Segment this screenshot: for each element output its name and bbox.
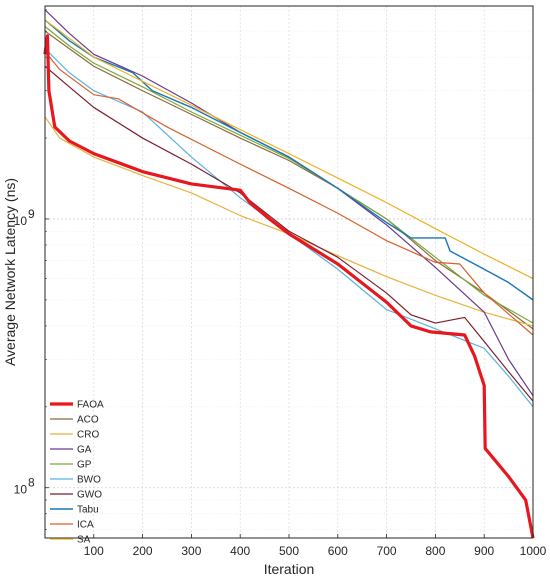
- x-tick-label: 1000: [520, 544, 547, 558]
- y-tick-exponent: 8: [28, 476, 35, 490]
- x-tick-label: 200: [133, 544, 153, 558]
- series-layer: [43, 9, 535, 539]
- y-axis-label: Average Network Latency (ns): [2, 178, 18, 366]
- legend-label-aco: ACO: [77, 415, 99, 426]
- x-tick-label: 400: [230, 544, 250, 558]
- x-tick-label: 100: [84, 544, 104, 558]
- x-tick-label: 300: [181, 544, 201, 558]
- y-tick-exponent: 9: [28, 207, 35, 221]
- series-line-gp: [44, 26, 534, 324]
- legend-label-tabu: Tabu: [77, 505, 99, 516]
- legend-label-faoa: FAOA: [77, 400, 104, 411]
- x-tick-label: 600: [328, 544, 348, 558]
- x-tick-label: 900: [474, 544, 494, 558]
- legend-label-cro: CRO: [77, 430, 99, 441]
- series-line-aco: [44, 30, 534, 330]
- series-line-faoa: [43, 34, 535, 539]
- legend-label-ga: GA: [77, 445, 92, 456]
- series-line-tabu: [44, 19, 534, 301]
- legend: FAOA ACO CRO GA GP BWO GWO Tabu ICA SA: [50, 400, 104, 546]
- legend-label-sa: SA: [77, 535, 91, 546]
- legend-label-bwo: BWO: [77, 475, 101, 486]
- x-tick-label: 700: [377, 544, 397, 558]
- legend-label-gwo: GWO: [77, 490, 102, 501]
- y-tick-label: 10: [14, 483, 28, 497]
- legend-label-ica: ICA: [77, 520, 94, 531]
- y-tick-label: 10: [14, 214, 28, 228]
- x-tick-label: 800: [425, 544, 445, 558]
- series-line-ica: [44, 51, 534, 336]
- series-line-cro: [44, 116, 534, 327]
- legend-label-gp: GP: [77, 460, 92, 471]
- series-line-gwo: [44, 65, 534, 402]
- x-axis-label: Iteration: [264, 561, 315, 577]
- series-line-sa: [44, 19, 534, 280]
- x-tick-label: 500: [279, 544, 299, 558]
